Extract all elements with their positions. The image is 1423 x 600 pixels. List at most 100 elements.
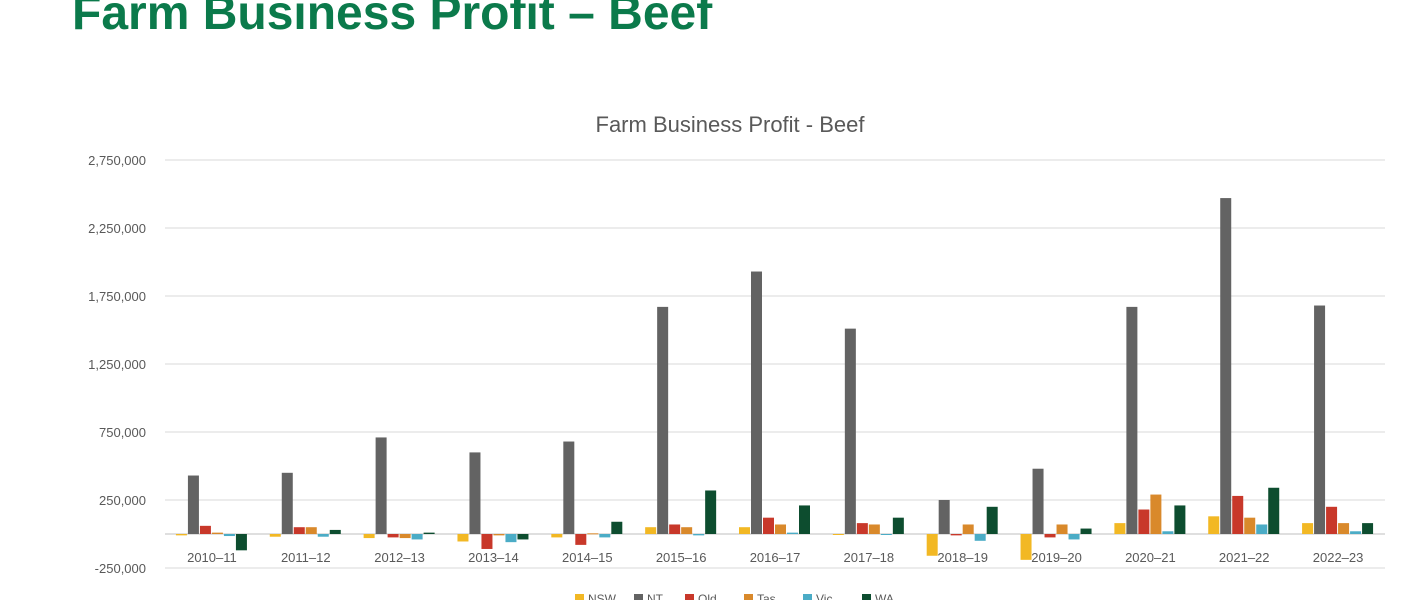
bar-nt[interactable] bbox=[751, 271, 762, 534]
bar-vic[interactable] bbox=[505, 534, 517, 543]
bar-vic[interactable] bbox=[599, 534, 611, 538]
bar-vic[interactable] bbox=[411, 534, 423, 540]
bar-nsw[interactable] bbox=[926, 534, 938, 556]
bar-wa[interactable] bbox=[329, 529, 341, 534]
bar-qld[interactable] bbox=[481, 534, 493, 549]
legend-swatch-tas bbox=[744, 594, 753, 600]
bar-nt[interactable] bbox=[563, 441, 575, 534]
bar-tas[interactable] bbox=[493, 534, 505, 536]
x-tick-label: 2012–13 bbox=[374, 550, 425, 565]
bar-wa[interactable] bbox=[986, 506, 998, 534]
bar-qld[interactable] bbox=[293, 527, 305, 534]
y-tick-label: 2,750,000 bbox=[88, 153, 146, 168]
legend-label-wa[interactable]: WA bbox=[875, 592, 894, 600]
bar-nt[interactable] bbox=[469, 452, 481, 534]
bar-wa[interactable] bbox=[1174, 505, 1186, 534]
bar-tas[interactable] bbox=[1244, 517, 1256, 534]
bar-qld[interactable] bbox=[856, 523, 868, 534]
x-axis: 2010–11 2011–12 2012–13 2013–14 2014–15 2015–… bbox=[187, 550, 1363, 565]
bar-tas[interactable] bbox=[1150, 494, 1162, 534]
legend-label-qld[interactable]: Qld bbox=[698, 592, 717, 600]
legend-swatch-wa bbox=[862, 594, 871, 600]
bar-qld[interactable] bbox=[575, 534, 587, 545]
bar-nt[interactable] bbox=[187, 475, 199, 534]
bar-nt[interactable] bbox=[1314, 305, 1326, 534]
bar-wa[interactable] bbox=[1268, 487, 1280, 534]
bar-nsw[interactable] bbox=[269, 534, 281, 537]
bar-wa[interactable] bbox=[799, 505, 810, 534]
bar-nsw[interactable] bbox=[1302, 523, 1314, 534]
bar-wa[interactable] bbox=[892, 517, 904, 534]
bar-tas[interactable] bbox=[1338, 523, 1350, 534]
bar-wa[interactable] bbox=[1362, 523, 1374, 534]
legend-label-nsw[interactable]: NSW bbox=[588, 592, 617, 600]
bar-tas[interactable] bbox=[868, 524, 880, 534]
legend-label-tas[interactable]: Tas bbox=[757, 592, 776, 600]
bar-wa[interactable] bbox=[235, 534, 247, 551]
bar-qld[interactable] bbox=[950, 534, 962, 536]
bar-qld[interactable] bbox=[1044, 534, 1056, 538]
bar-vic[interactable] bbox=[223, 534, 235, 537]
y-tick-label: 1,250,000 bbox=[88, 357, 146, 372]
bar-nsw[interactable] bbox=[832, 534, 844, 535]
bar-tas[interactable] bbox=[1056, 524, 1068, 534]
legend-label-vic[interactable]: Vic bbox=[816, 592, 832, 600]
bar-wa[interactable] bbox=[1080, 528, 1092, 534]
bar-vic[interactable] bbox=[974, 534, 986, 541]
bar-vic[interactable] bbox=[317, 534, 329, 537]
bar-qld[interactable] bbox=[763, 517, 774, 534]
bar-nt[interactable] bbox=[1032, 468, 1044, 534]
bar-vic[interactable] bbox=[693, 534, 705, 536]
bar-wa[interactable] bbox=[705, 490, 717, 534]
legend-swatch-vic bbox=[803, 594, 812, 600]
chart-title: Farm Business Profit - Beef bbox=[596, 112, 866, 137]
bar-nsw[interactable] bbox=[363, 534, 375, 539]
bar-qld[interactable] bbox=[1326, 506, 1338, 534]
bar-tas[interactable] bbox=[211, 532, 223, 534]
bar-qld[interactable] bbox=[387, 534, 399, 538]
bar-qld[interactable] bbox=[1232, 495, 1244, 534]
bar-nt[interactable] bbox=[1220, 198, 1232, 534]
bar-tas[interactable] bbox=[775, 524, 786, 534]
bar-nsw[interactable] bbox=[645, 527, 657, 534]
x-tick-label: 2015–16 bbox=[656, 550, 707, 565]
bar-vic[interactable] bbox=[1162, 531, 1174, 534]
bar-tas[interactable] bbox=[305, 527, 317, 534]
x-tick-label: 2014–15 bbox=[562, 550, 613, 565]
bar-nsw[interactable] bbox=[1114, 523, 1126, 534]
bar-vic[interactable] bbox=[1256, 524, 1268, 534]
bar-nt[interactable] bbox=[657, 306, 669, 534]
bar-tas[interactable] bbox=[587, 533, 599, 535]
bar-tas[interactable] bbox=[681, 527, 693, 534]
bar-qld[interactable] bbox=[199, 525, 211, 534]
chart-legend[interactable]: NSW NT Qld Tas Vic WA bbox=[575, 592, 894, 600]
bar-nsw[interactable] bbox=[175, 534, 187, 536]
x-tick-label: 2020–21 bbox=[1125, 550, 1176, 565]
bar-nsw[interactable] bbox=[1020, 534, 1032, 560]
bar-nt[interactable] bbox=[844, 328, 856, 534]
bar-tas[interactable] bbox=[962, 524, 974, 534]
x-tick-label: 2018–19 bbox=[937, 550, 988, 565]
bar-nsw[interactable] bbox=[1208, 516, 1220, 534]
bar-nt[interactable] bbox=[1126, 306, 1138, 534]
bar-nt[interactable] bbox=[938, 500, 950, 534]
bar-nsw[interactable] bbox=[551, 534, 563, 538]
x-tick-label: 2019–20 bbox=[1031, 550, 1082, 565]
bar-series bbox=[175, 198, 1374, 560]
legend-label-nt[interactable]: NT bbox=[647, 592, 664, 600]
bar-wa[interactable] bbox=[517, 534, 529, 540]
bar-qld[interactable] bbox=[669, 524, 681, 534]
bar-nt[interactable] bbox=[375, 437, 387, 534]
bar-wa[interactable] bbox=[611, 521, 623, 534]
bar-nt[interactable] bbox=[281, 472, 293, 534]
bar-vic[interactable] bbox=[787, 532, 798, 534]
bar-vic[interactable] bbox=[880, 534, 892, 535]
bar-tas[interactable] bbox=[399, 534, 411, 539]
bar-nsw[interactable] bbox=[739, 527, 750, 534]
bar-nsw[interactable] bbox=[457, 534, 469, 542]
x-tick-label: 2016–17 bbox=[750, 550, 801, 565]
bar-wa[interactable] bbox=[423, 532, 435, 534]
bar-vic[interactable] bbox=[1350, 531, 1362, 534]
bar-vic[interactable] bbox=[1068, 534, 1080, 540]
bar-qld[interactable] bbox=[1138, 509, 1150, 534]
